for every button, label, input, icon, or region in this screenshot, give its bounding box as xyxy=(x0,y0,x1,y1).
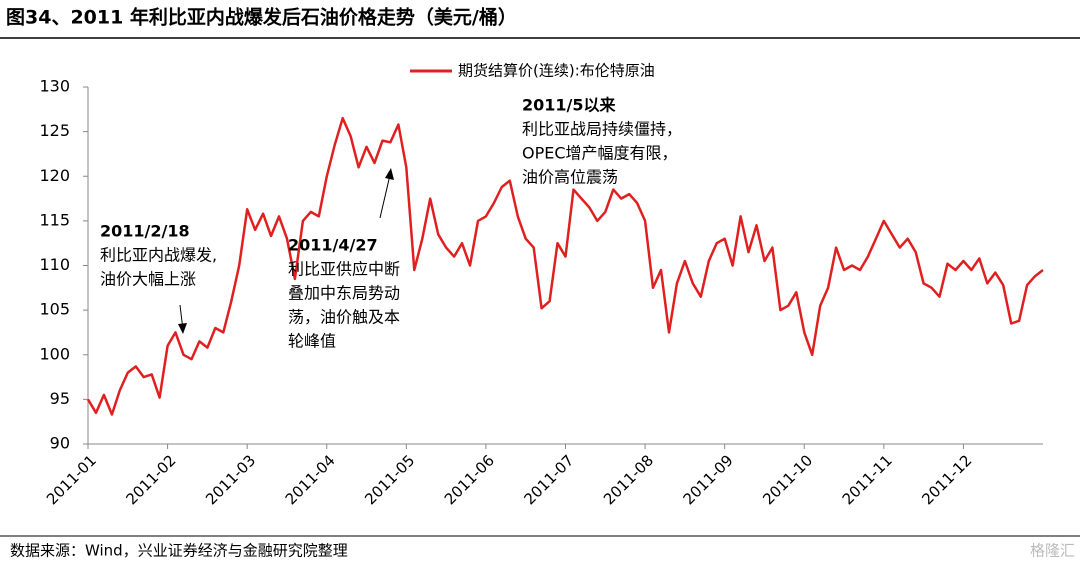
annotation-text: 轮峰值 xyxy=(288,332,336,351)
arrow xyxy=(379,174,391,219)
arrowhead xyxy=(385,168,394,180)
x-tick-label: 2011-09 xyxy=(680,451,737,508)
x-tick-label: 2011-04 xyxy=(282,451,339,508)
arrowhead xyxy=(178,323,187,334)
y-tick-label: 115 xyxy=(39,210,70,229)
y-tick-label: 125 xyxy=(39,121,70,140)
x-tick-label: 2011-12 xyxy=(918,451,975,508)
y-tick-label: 105 xyxy=(39,300,70,319)
x-tick-label: 2011-06 xyxy=(441,451,498,508)
x-tick-label: 2011-01 xyxy=(43,451,100,508)
annotation-text: 油价高位震荡 xyxy=(522,168,618,187)
legend-label: 期货结算价(连续):布伦特原油 xyxy=(458,62,655,80)
watermark: 格隆汇 xyxy=(1030,542,1075,560)
y-tick-label: 130 xyxy=(39,77,70,96)
x-tick-label: 2011-02 xyxy=(123,451,180,508)
annotation-text: 油价大幅上涨 xyxy=(100,270,196,289)
x-tick-label: 2011-05 xyxy=(361,451,418,508)
chart-title: 图34、2011 年利比亚内战爆发后石油价格走势（美元/桶） xyxy=(6,6,517,29)
x-tick-label: 2011-03 xyxy=(202,451,259,508)
x-tick-label: 2011-10 xyxy=(759,451,816,508)
annotation-text: 荡，油价触及本 xyxy=(288,308,400,327)
annotation-title: 2011/2/18 xyxy=(100,222,190,241)
y-tick-label: 100 xyxy=(39,344,70,363)
annotation-title: 2011/4/27 xyxy=(288,236,378,255)
x-tick-label: 2011-08 xyxy=(600,451,657,508)
y-tick-label: 120 xyxy=(39,166,70,185)
y-tick-label: 95 xyxy=(50,389,70,408)
series-line xyxy=(86,116,1044,416)
source: 数据来源：Wind，兴业证券经济与金融研究院整理 xyxy=(10,542,348,560)
annotation-text: 利比亚内战爆发, xyxy=(100,246,217,265)
annotation-text: OPEC增产幅度有限， xyxy=(522,144,678,163)
y-tick-label: 110 xyxy=(39,255,70,274)
x-tick-label: 2011-11 xyxy=(839,451,896,508)
annotation-title: 2011/5以来 xyxy=(522,96,617,115)
y-tick-label: 90 xyxy=(50,434,70,453)
annotation-text: 利比亚供应中断 xyxy=(288,260,400,279)
annotation-text: 叠加中东局势动 xyxy=(288,284,400,303)
x-tick-label: 2011-07 xyxy=(520,451,577,508)
annotation-text: 利比亚战局持续僵持， xyxy=(522,120,682,139)
